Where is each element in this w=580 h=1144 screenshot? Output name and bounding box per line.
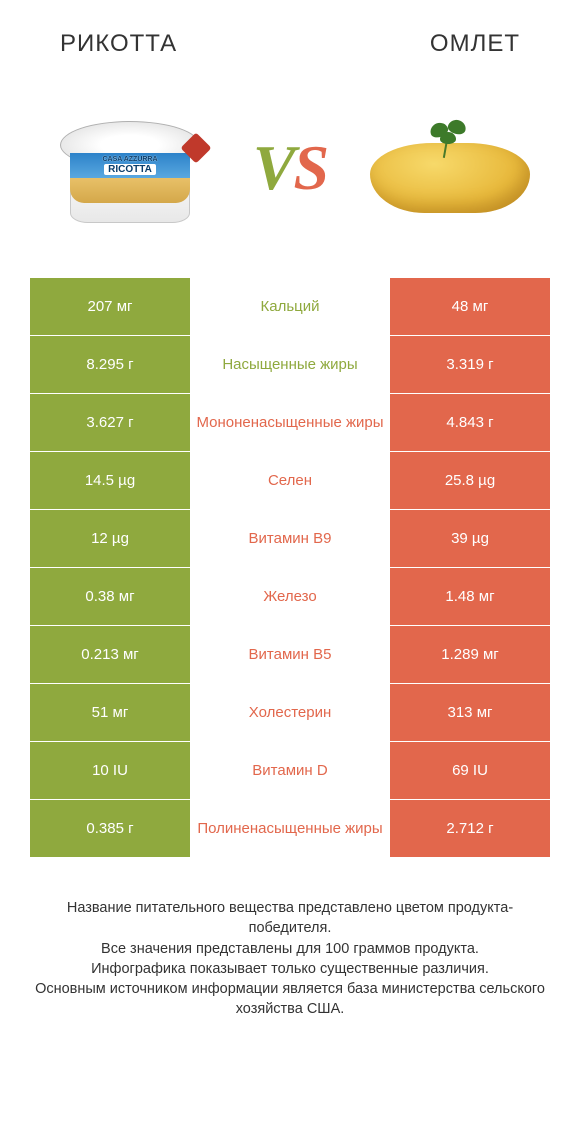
- nutrient-name: Витамин D: [190, 742, 390, 799]
- ricotta-product-text: RICOTTA: [104, 164, 156, 175]
- ricotta-brand-text: CASA AZZURRA: [102, 156, 157, 163]
- right-value: 39 µg: [390, 510, 550, 567]
- vs-letter-v: V: [253, 132, 294, 203]
- table-row: 3.627 гМононенасыщенные жиры4.843 г: [30, 394, 550, 452]
- right-value: 25.8 µg: [390, 452, 550, 509]
- right-value: 2.712 г: [390, 800, 550, 857]
- vs-badge: VS: [253, 131, 327, 205]
- nutrient-name: Полиненасыщенные жиры: [190, 800, 390, 857]
- right-value: 1.48 мг: [390, 568, 550, 625]
- left-value: 8.295 г: [30, 336, 190, 393]
- table-row: 51 мгХолестерин313 мг: [30, 684, 550, 742]
- right-value: 313 мг: [390, 684, 550, 741]
- left-value: 0.38 мг: [30, 568, 190, 625]
- nutrient-name: Витамин B5: [190, 626, 390, 683]
- left-value: 3.627 г: [30, 394, 190, 451]
- nutrient-name: Витамин B9: [190, 510, 390, 567]
- hero-row: CASA AZZURRA RICOTTA VS: [0, 78, 580, 278]
- right-value: 4.843 г: [390, 394, 550, 451]
- footer-line-3: Инфографика показывает только существенн…: [30, 959, 550, 979]
- footer-line-2: Все значения представлены для 100 граммо…: [30, 939, 550, 959]
- table-row: 0.213 мгВитамин B51.289 мг: [30, 626, 550, 684]
- table-row: 14.5 µgСелен25.8 µg: [30, 452, 550, 510]
- table-row: 8.295 гНасыщенные жиры3.319 г: [30, 336, 550, 394]
- vs-letter-s: S: [294, 132, 328, 203]
- table-row: 0.385 гПолиненасыщенные жиры2.712 г: [30, 800, 550, 858]
- left-value: 10 IU: [30, 742, 190, 799]
- right-value: 48 мг: [390, 278, 550, 335]
- comparison-table: 207 мгКальций48 мг8.295 гНасыщенные жиры…: [0, 278, 580, 858]
- left-value: 51 мг: [30, 684, 190, 741]
- nutrient-name: Железо: [190, 568, 390, 625]
- right-product-title: ОМЛЕТ: [430, 30, 520, 58]
- left-value: 207 мг: [30, 278, 190, 335]
- table-row: 12 µgВитамин B939 µg: [30, 510, 550, 568]
- nutrient-name: Насыщенные жиры: [190, 336, 390, 393]
- right-value: 1.289 мг: [390, 626, 550, 683]
- right-value: 3.319 г: [390, 336, 550, 393]
- nutrient-name: Мононенасыщенные жиры: [190, 394, 390, 451]
- omelet-image: [370, 98, 530, 238]
- left-value: 0.385 г: [30, 800, 190, 857]
- table-row: 0.38 мгЖелезо1.48 мг: [30, 568, 550, 626]
- footer-line-4: Основным источником информации является …: [30, 979, 550, 1020]
- nutrient-name: Селен: [190, 452, 390, 509]
- left-value: 12 µg: [30, 510, 190, 567]
- footer-line-1: Название питательного вещества представл…: [30, 898, 550, 939]
- table-row: 207 мгКальций48 мг: [30, 278, 550, 336]
- left-value: 14.5 µg: [30, 452, 190, 509]
- table-row: 10 IUВитамин D69 IU: [30, 742, 550, 800]
- left-value: 0.213 мг: [30, 626, 190, 683]
- right-value: 69 IU: [390, 742, 550, 799]
- header: РИКОТТА ОМЛЕТ: [0, 0, 580, 78]
- nutrient-name: Кальций: [190, 278, 390, 335]
- nutrient-name: Холестерин: [190, 684, 390, 741]
- left-product-title: РИКОТТА: [60, 30, 177, 58]
- footer-notes: Название питательного вещества представл…: [0, 858, 580, 1040]
- ricotta-image: CASA AZZURRA RICOTTA: [50, 98, 210, 238]
